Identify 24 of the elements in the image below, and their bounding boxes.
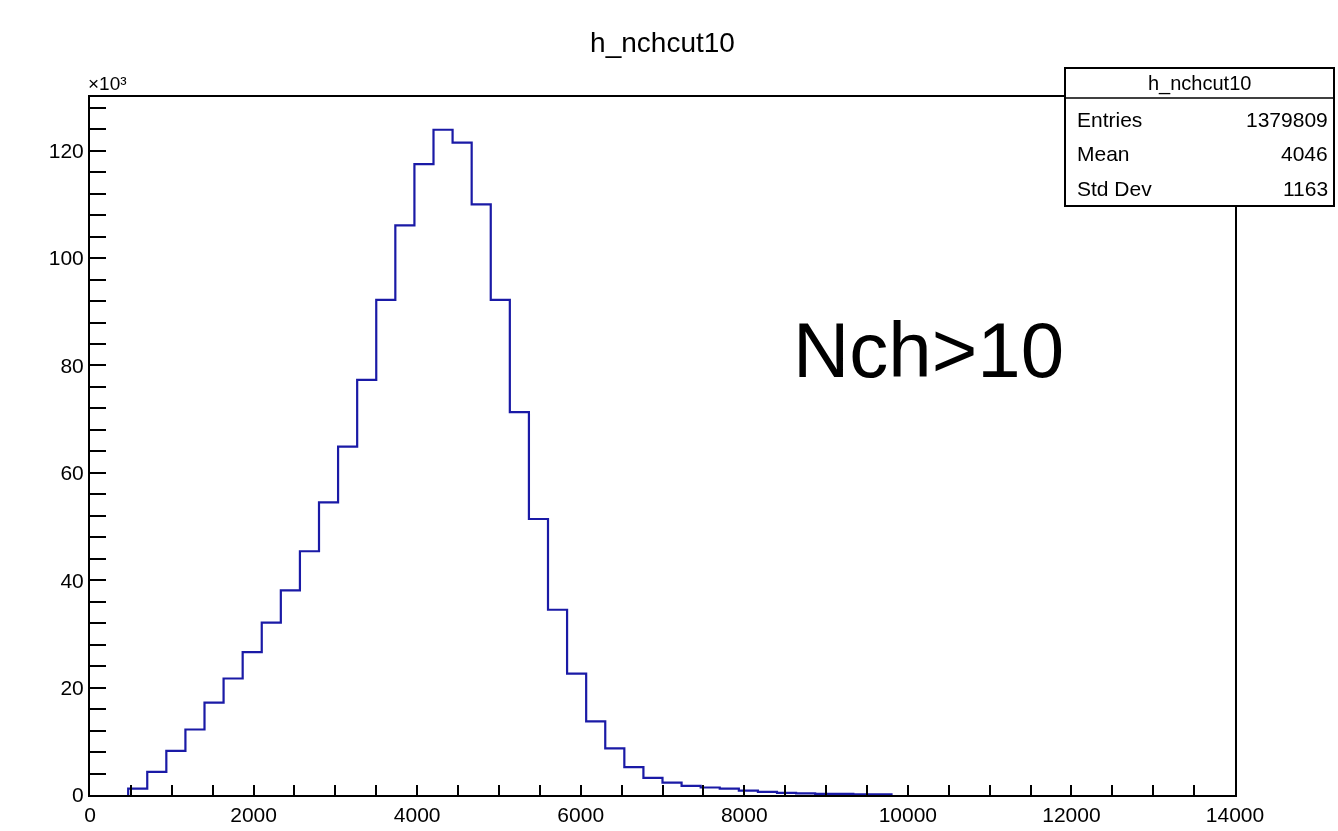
annotation: Entries [1077, 108, 1143, 131]
text: 4046 [1281, 142, 1328, 165]
x-tick-label: 14000 [1205, 803, 1265, 827]
x-tick-label: 6000 [557, 803, 605, 827]
annotation: Nch>10 [793, 306, 1065, 394]
text: h_nchcut10 [1148, 72, 1252, 95]
x-tick-label: 10000 [878, 803, 938, 827]
y-tick-label: 40 [60, 568, 84, 592]
y-tick-label: 20 [60, 675, 84, 699]
y-tick-label: 60 [60, 461, 84, 485]
y-tick-label: 80 [60, 353, 84, 377]
chart-title: h_nchcut10 [590, 26, 735, 58]
y-tick-label: 100 [48, 246, 84, 270]
text: 1163 [1283, 177, 1329, 200]
x-tick-label: 2000 [230, 803, 277, 827]
x-tick-label: 12000 [1042, 803, 1101, 827]
annotation: Std Dev [1077, 177, 1153, 200]
x-tick-label: 8000 [720, 803, 768, 827]
annotation: Mean [1077, 142, 1130, 165]
text: ×10³ [88, 73, 127, 94]
y-tick-label: 0 [72, 783, 84, 807]
y-tick-label: 120 [48, 139, 84, 163]
text: 1379809 [1246, 108, 1328, 131]
x-tick-label: 4000 [393, 803, 441, 827]
